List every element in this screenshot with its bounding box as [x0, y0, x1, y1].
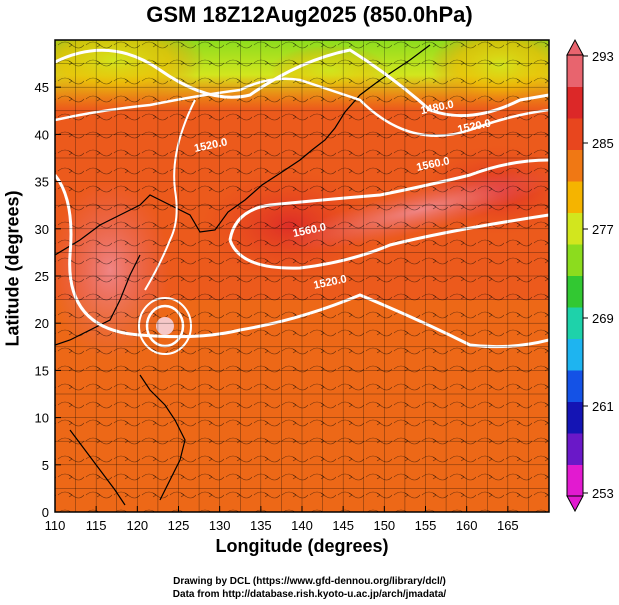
x-tick-label: 145: [332, 518, 354, 533]
x-axis: 110 115 120 125 130 135 140 145 150 155 160 165: [45, 506, 519, 533]
contour-1520-north: [55, 77, 549, 137]
y-axis: 0 5 10 15 20 25 30 35 40 45: [35, 80, 61, 520]
x-tick-label: 165: [497, 518, 519, 533]
colorbar-cell: [567, 149, 583, 182]
colorbar-cell: [567, 433, 583, 465]
colorbar-cell: [567, 86, 583, 119]
colorbar-tick-label: 261: [592, 399, 614, 414]
x-tick-label: 115: [86, 518, 107, 533]
colorbar-cell: [567, 244, 583, 276]
y-tick-label: 15: [35, 363, 49, 378]
x-axis-label: Longitude (degrees): [215, 536, 389, 556]
x-tick-label: 125: [168, 518, 190, 533]
x-tick-label: 130: [209, 518, 231, 533]
y-tick-label: 0: [42, 505, 49, 520]
colorbar-cell: [567, 181, 583, 213]
colorbar-tick-label: 269: [592, 311, 614, 326]
credit-drawing: Drawing by DCL (https://www.gfd-dennou.o…: [173, 576, 446, 587]
y-tick-label: 20: [35, 316, 49, 331]
x-tick-label: 150: [373, 518, 395, 533]
y-axis-label: Latitude (degrees): [2, 190, 23, 347]
x-tick-label: 120: [126, 518, 148, 533]
colorbar-cell: [567, 275, 583, 308]
grid: [55, 40, 549, 512]
colorbar-cell: [567, 338, 583, 371]
colorbar: 293 285 277 269 261 253: [566, 38, 614, 513]
chart-title: GSM 18Z12Aug2025 (850.0hPa): [146, 2, 473, 27]
x-tick-label: 110: [45, 518, 66, 533]
x-tick-label: 140: [291, 518, 313, 533]
y-tick-label: 30: [35, 222, 49, 237]
colorbar-cell: [567, 464, 583, 497]
contour-west: [144, 99, 196, 291]
typhoon-center: [145, 304, 185, 348]
credit-data-source: Data from http://database.rish.kyoto-u.a…: [172, 589, 447, 600]
colorbar-tick-label: 285: [592, 136, 614, 151]
colorbar-top-arrow: [566, 38, 584, 56]
y-tick-label: 45: [35, 80, 49, 95]
contour-1520-south: [55, 174, 549, 349]
y-tick-label: 35: [35, 175, 49, 190]
colorbar-cell: [567, 370, 583, 402]
contour-1560: [228, 158, 549, 241]
colorbar-cell: [567, 401, 583, 434]
x-tick-label: 135: [250, 518, 272, 533]
y-tick-label: 5: [42, 458, 49, 473]
land-outline: [55, 44, 431, 506]
colorbar-cell: [567, 55, 583, 87]
y-tick-label: 10: [35, 411, 49, 426]
contour-1560-inner: [228, 213, 549, 270]
colorbar-tick-label: 277: [592, 222, 614, 237]
y-tick-label: 25: [35, 269, 49, 284]
colorbar-cell: [567, 307, 583, 339]
colorbar-tick-label: 293: [592, 49, 614, 64]
colorbar-bottom-arrow: [566, 495, 584, 513]
colorbar-tick-label: 253: [592, 486, 614, 501]
colorbar-cell: [567, 212, 583, 245]
x-tick-label: 155: [415, 518, 437, 533]
colorbar-cell: [567, 118, 583, 150]
contour-1480: [55, 48, 549, 118]
x-tick-label: 160: [456, 518, 478, 533]
y-tick-label: 40: [35, 127, 49, 142]
